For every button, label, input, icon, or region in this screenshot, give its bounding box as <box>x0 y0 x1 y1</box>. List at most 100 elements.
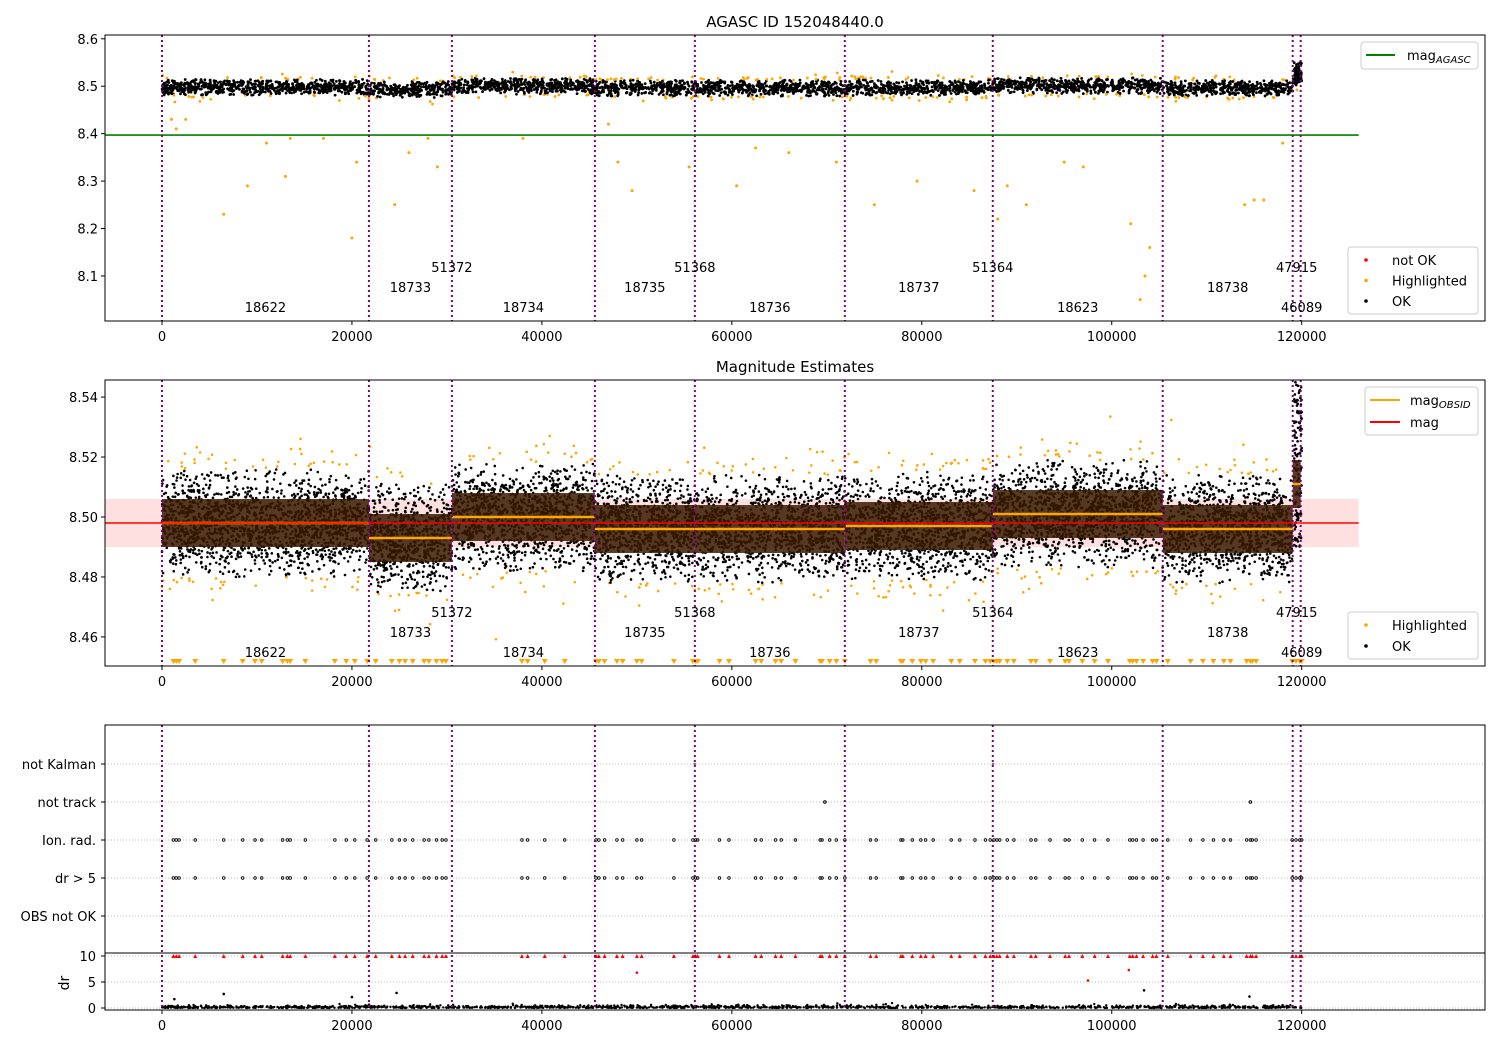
ok-point <box>376 95 379 98</box>
ok-point <box>435 81 439 85</box>
ok-point <box>239 79 243 83</box>
ok-point <box>427 92 430 96</box>
ok-point <box>1038 86 1042 90</box>
ok-point <box>1067 79 1071 83</box>
highlighted-point <box>649 76 653 79</box>
ok-point <box>540 77 544 81</box>
ok-point <box>988 85 992 88</box>
ok-point <box>369 565 373 569</box>
ok-point <box>1006 89 1010 92</box>
ok-point <box>935 79 939 83</box>
ok-point <box>1185 88 1188 92</box>
obsid-label: 51372 <box>431 261 472 276</box>
ok-point <box>204 84 207 87</box>
ok-point <box>834 91 838 95</box>
ok-point <box>1233 482 1236 486</box>
ok-point <box>436 90 439 94</box>
ok-point <box>949 92 953 95</box>
ok-point <box>203 78 207 82</box>
ok-point <box>753 90 756 94</box>
ok-point <box>922 87 925 91</box>
ok-point <box>1234 88 1238 92</box>
ok-point <box>1098 87 1102 90</box>
ok-point <box>276 89 279 92</box>
highlighted-point <box>710 98 714 102</box>
ok-point <box>815 82 818 86</box>
ok-point <box>792 90 796 94</box>
ok-point <box>1264 87 1268 90</box>
ok-point <box>1204 89 1207 92</box>
ok-point <box>306 90 310 94</box>
ok-point <box>319 477 322 481</box>
ok-point <box>805 552 808 556</box>
obsid-label: 18736 <box>749 301 790 316</box>
ok-point <box>631 495 634 499</box>
ok-point <box>649 81 653 85</box>
ok-point <box>832 93 835 96</box>
ok-point <box>727 86 730 90</box>
ok-point <box>193 88 197 92</box>
highlighted-point <box>872 203 876 207</box>
ok-point <box>255 556 258 559</box>
ok-point <box>357 88 360 92</box>
x-tick-label: 40000 <box>521 330 562 345</box>
ok-point <box>916 86 920 90</box>
ok-point <box>959 81 962 85</box>
highlighted-point <box>1092 97 1096 101</box>
ok-point <box>851 94 855 97</box>
ok-point <box>598 80 602 84</box>
highlighted-point <box>787 151 791 155</box>
ok-point <box>1195 93 1199 97</box>
ok-point <box>1293 73 1297 77</box>
highlighted-point <box>996 217 1000 221</box>
highlighted-point <box>338 99 341 102</box>
ok-point <box>1280 83 1284 87</box>
ok-point <box>1221 580 1224 583</box>
ok-point <box>1114 87 1118 91</box>
ok-point <box>291 82 295 86</box>
ok-point <box>372 568 376 571</box>
highlighted-point <box>1252 198 1256 202</box>
ok-point <box>839 83 843 87</box>
ok-point <box>628 79 632 83</box>
highlighted-point <box>656 78 659 82</box>
ok-point <box>364 84 368 88</box>
ok-point <box>650 92 654 96</box>
ok-point <box>1233 93 1237 96</box>
ok-point <box>1139 79 1142 83</box>
ok-point <box>378 95 382 99</box>
ok-point <box>1130 82 1134 86</box>
highlighted-point <box>1249 582 1253 586</box>
ok-point <box>444 483 448 487</box>
highlighted-point <box>445 598 449 602</box>
ok-point <box>415 80 419 84</box>
highlighted-point <box>861 75 865 79</box>
highlighted-point <box>1242 96 1245 100</box>
legend-marker <box>1364 278 1368 283</box>
ok-point <box>473 85 477 89</box>
obsid-label: 18623 <box>1057 301 1098 316</box>
ok-point <box>475 81 479 85</box>
ok-point <box>652 87 656 91</box>
ok-point <box>512 569 515 572</box>
highlighted-point <box>477 96 481 99</box>
ok-point <box>420 88 424 92</box>
ok-point <box>848 80 852 83</box>
ok-point <box>779 89 783 92</box>
highlighted-point <box>1237 97 1241 101</box>
ok-point <box>597 94 601 98</box>
highlighted-point <box>849 96 853 100</box>
highlighted-point <box>702 77 705 81</box>
ok-point <box>545 82 549 86</box>
ok-point <box>727 90 731 94</box>
y-tick-label: 8.6 <box>77 33 98 48</box>
ok-point <box>827 487 831 491</box>
ok-point <box>1286 92 1290 96</box>
highlighted-point <box>393 203 397 207</box>
ok-point <box>578 86 582 90</box>
highlighted-point <box>1166 95 1170 99</box>
ok-point <box>665 91 669 94</box>
ok-point <box>712 477 716 480</box>
ok-point <box>691 88 695 91</box>
ok-point <box>527 87 530 90</box>
